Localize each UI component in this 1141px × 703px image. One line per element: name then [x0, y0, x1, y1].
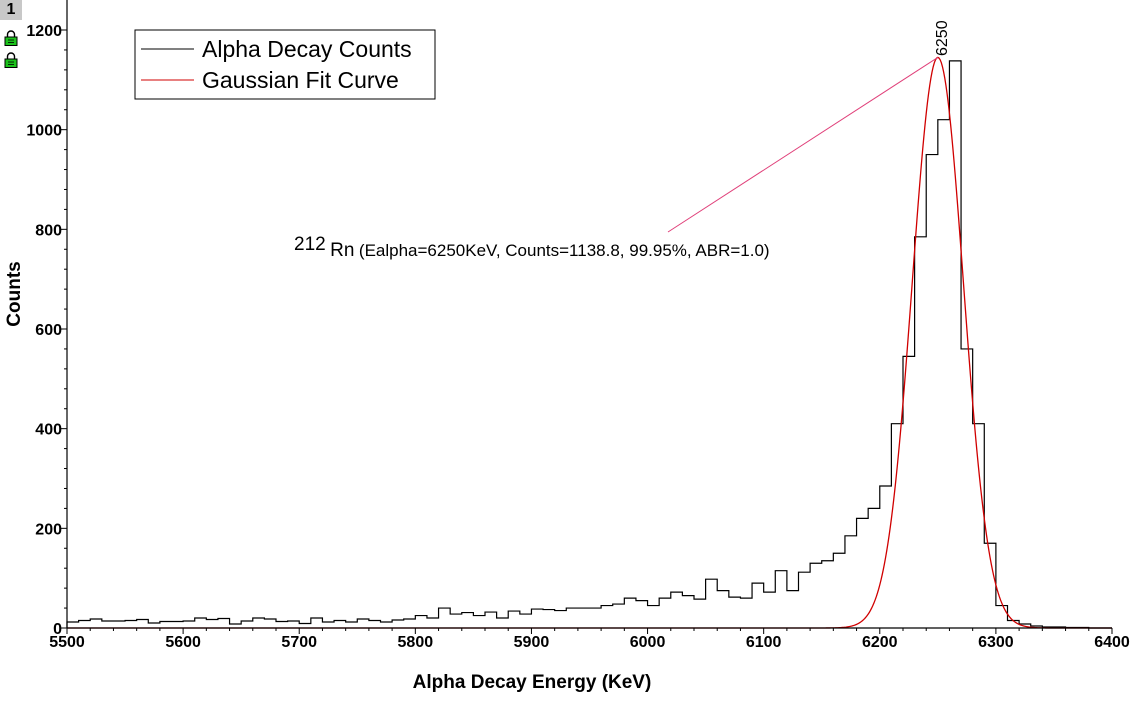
x-axis-title: Alpha Decay Energy (KeV) — [413, 672, 652, 693]
x-tick-label: 6400 — [1094, 634, 1130, 651]
histogram-layer — [66, 60, 1112, 629]
annotation-text: 212 Rn (Ealpha=6250KeV, Counts=1138.8, 9… — [294, 234, 770, 261]
histogram-series — [66, 60, 1112, 629]
peak-label: 6250 — [934, 20, 951, 56]
lock-icon[interactable] — [4, 52, 18, 68]
y-tick-label: 400 — [35, 422, 62, 439]
y-tick-label: 800 — [35, 222, 62, 239]
annotation-nuclide: Rn — [330, 240, 354, 261]
x-tick-label: 6200 — [862, 634, 898, 651]
y-tick-label: 600 — [35, 322, 62, 339]
y-tick-label: 1000 — [26, 123, 62, 140]
page-number-badge[interactable]: 1 — [0, 0, 22, 20]
annotation-leader-line — [667, 56, 939, 233]
y-axis-title: Counts — [4, 261, 25, 326]
annotation-details: (Ealpha=6250KeV, Counts=1138.8, 99.95%, … — [359, 241, 770, 260]
y-ticks: 0 200 400 600 800 1000 1200 — [26, 23, 67, 638]
x-tick-label: 6100 — [746, 634, 782, 651]
legend: Alpha Decay Counts Gaussian Fit Curve — [134, 29, 436, 100]
x-tick-label: 5900 — [514, 634, 550, 651]
annotation: 6250 212 Rn (Ealpha=6250KeV, Counts=1138… — [294, 20, 951, 261]
y-tick-label: 1200 — [26, 23, 62, 40]
lock-icon[interactable] — [4, 30, 18, 46]
x-tick-label: 5800 — [398, 634, 434, 651]
x-tick-label: 6300 — [978, 634, 1014, 651]
legend-label-fit: Gaussian Fit Curve — [202, 67, 399, 93]
x-tick-label: 5500 — [49, 634, 85, 651]
legend-label-histogram: Alpha Decay Counts — [202, 36, 412, 62]
y-tick-label: 200 — [35, 521, 62, 538]
y-tick-label: 0 — [53, 621, 62, 638]
x-tick-label: 5600 — [165, 634, 201, 651]
legend-box — [134, 29, 436, 100]
axes — [66, 0, 1112, 629]
annotation-superscript: 212 — [294, 234, 326, 255]
x-tick-label: 5700 — [281, 634, 317, 651]
x-tick-label: 6000 — [630, 634, 666, 651]
x-ticks: 5500 5600 5700 5800 5900 6000 6100 6200 6300 6400 — [49, 628, 1130, 651]
